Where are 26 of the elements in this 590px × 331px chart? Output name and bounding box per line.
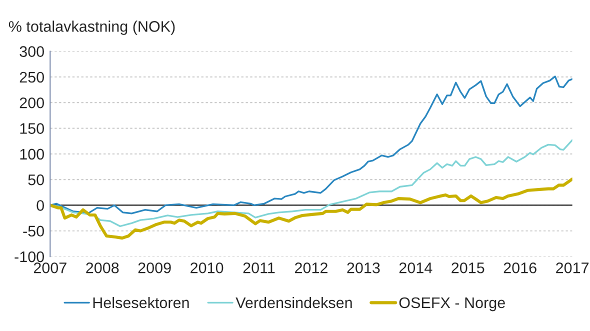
y-tick-label: 250 <box>20 72 44 83</box>
x-tick-label: 2017 <box>556 262 589 274</box>
x-tick-label: 2008 <box>86 262 119 274</box>
x-tick-label: 2010 <box>190 262 224 274</box>
y-tick-label: 100 <box>20 148 44 160</box>
y-tick-label: -100 <box>14 251 44 262</box>
y-tick-label: 300 <box>20 46 44 57</box>
y-tick-label: -50 <box>23 226 44 237</box>
x-tick-label: 2016 <box>504 262 536 274</box>
y-tick-label: 50 <box>28 174 44 186</box>
x-tick-label: 2014 <box>399 262 432 274</box>
legend-label: Verdensindeksen <box>236 296 352 308</box>
x-tick-label: 2013 <box>347 262 380 274</box>
y-axis-title: % totalavkastning (NOK) <box>8 20 175 35</box>
x-tick-label: 2007 <box>34 262 66 274</box>
legend-label: Helsesektoren <box>93 296 189 308</box>
line-series <box>50 76 572 214</box>
x-tick-label: 2015 <box>452 262 484 274</box>
y-tick-label: 200 <box>20 97 44 108</box>
legend-label: OSEFX - Norge <box>399 297 505 312</box>
y-tick-label: 0 <box>36 200 44 211</box>
x-tick-label: 2011 <box>243 262 275 274</box>
x-tick-label: 2012 <box>295 262 328 274</box>
x-tick-label: 2009 <box>138 262 171 274</box>
y-tick-label: 150 <box>20 123 44 134</box>
line-series <box>50 178 572 240</box>
